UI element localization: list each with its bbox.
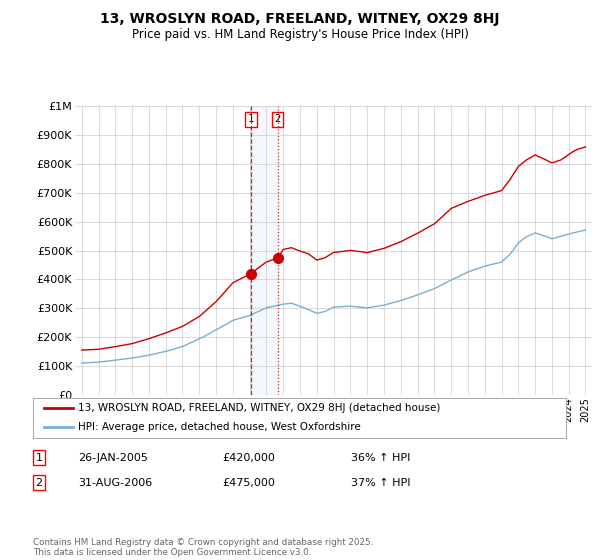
Text: Price paid vs. HM Land Registry's House Price Index (HPI): Price paid vs. HM Land Registry's House …	[131, 28, 469, 41]
Text: 2: 2	[35, 478, 43, 488]
Text: £420,000: £420,000	[222, 452, 275, 463]
Text: 36% ↑ HPI: 36% ↑ HPI	[351, 452, 410, 463]
Text: 31-AUG-2006: 31-AUG-2006	[78, 478, 152, 488]
Text: 13, WROSLYN ROAD, FREELAND, WITNEY, OX29 8HJ (detached house): 13, WROSLYN ROAD, FREELAND, WITNEY, OX29…	[78, 404, 440, 413]
Text: Contains HM Land Registry data © Crown copyright and database right 2025.
This d: Contains HM Land Registry data © Crown c…	[33, 538, 373, 557]
Text: 1: 1	[35, 452, 43, 463]
Bar	[251, 106, 278, 395]
Text: 37% ↑ HPI: 37% ↑ HPI	[351, 478, 410, 488]
Text: £475,000: £475,000	[222, 478, 275, 488]
Text: 26-JAN-2005: 26-JAN-2005	[78, 452, 148, 463]
Text: HPI: Average price, detached house, West Oxfordshire: HPI: Average price, detached house, West…	[78, 422, 361, 432]
Text: 2: 2	[275, 114, 281, 124]
Text: 1: 1	[248, 114, 254, 124]
Text: 13, WROSLYN ROAD, FREELAND, WITNEY, OX29 8HJ: 13, WROSLYN ROAD, FREELAND, WITNEY, OX29…	[100, 12, 500, 26]
